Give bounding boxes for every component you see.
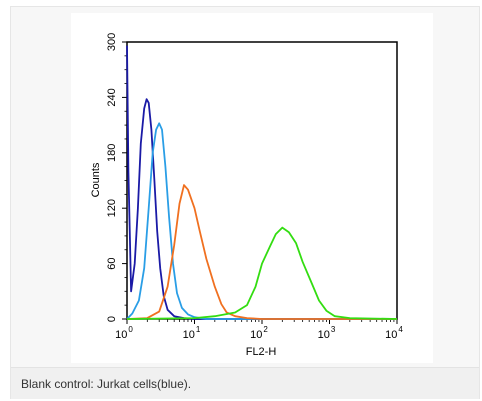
x-tick-label: 101 [183, 325, 201, 341]
y-axis-ticks: 0 60 120 180 240 300 [106, 33, 127, 322]
histogram-series-2 [126, 122, 397, 320]
histogram-chart: 0 60 120 180 240 300 100 101 102 103 104 Counts F… [90, 33, 403, 358]
figure-area: 0 60 120 180 240 300 100 101 102 103 104 Counts F… [71, 13, 433, 363]
figure-card: 0 60 120 180 240 300 100 101 102 103 104 Counts F… [10, 6, 480, 399]
x-tick-label: 104 [385, 325, 403, 341]
x-axis-ticks: 100 101 102 103 104 [115, 319, 403, 341]
x-tick-label: 100 [115, 325, 133, 341]
histogram-series-1 [126, 45, 397, 320]
plot-frame [126, 41, 398, 320]
y-tick-label: 180 [106, 144, 118, 162]
x-axis-label: FL2-H [246, 346, 277, 358]
histogram-series-3 [126, 184, 397, 320]
y-tick-label: 0 [106, 316, 118, 322]
caption-bar: Blank control: Jurkat cells(blue). [11, 367, 479, 399]
y-tick-label: 60 [106, 257, 118, 269]
x-tick-label: 103 [318, 325, 336, 341]
y-tick-label: 300 [106, 33, 118, 51]
histogram-series-4 [126, 226, 398, 320]
y-axis-label: Counts [90, 162, 102, 197]
y-tick-label: 240 [106, 88, 118, 106]
series-layer [126, 45, 398, 320]
x-tick-label: 102 [250, 325, 268, 341]
figure-caption: Blank control: Jurkat cells(blue). [21, 377, 192, 391]
y-tick-label: 120 [106, 199, 118, 217]
